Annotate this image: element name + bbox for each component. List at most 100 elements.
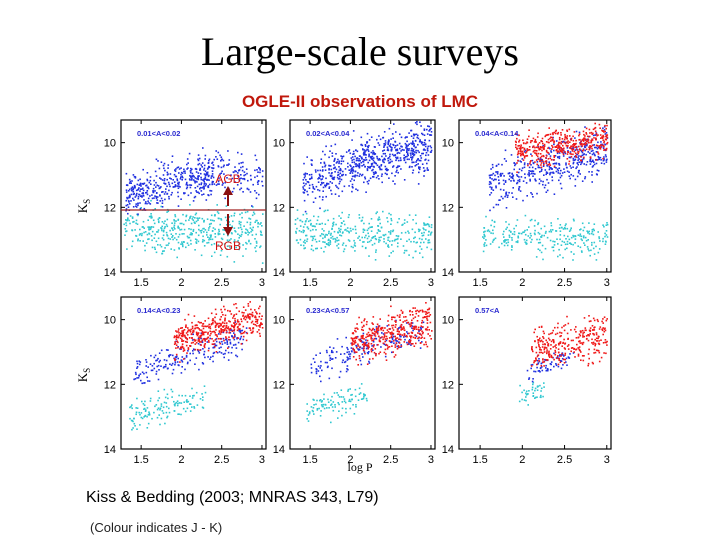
- scatter-point-red: [566, 345, 569, 347]
- scatter-point-red: [419, 329, 422, 331]
- scatter-point-cyan: [138, 234, 141, 236]
- scatter-point-red: [179, 361, 181, 363]
- scatter-point-cyan: [182, 213, 184, 216]
- scatter-point-red: [366, 321, 368, 323]
- scatter-point-blue: [328, 377, 331, 380]
- scatter-point-red: [388, 346, 391, 348]
- scatter-point-blue: [406, 152, 409, 154]
- scatter-point-cyan: [329, 240, 331, 242]
- scatter-point-blue: [420, 142, 423, 145]
- scatter-point-red: [539, 146, 542, 148]
- scatter-point-blue: [562, 155, 565, 157]
- scatter-point-blue: [422, 167, 425, 169]
- scatter-point-cyan: [340, 217, 342, 219]
- scatter-point-cyan: [565, 223, 567, 225]
- scatter-point-red: [222, 325, 224, 328]
- scatter-point-blue: [190, 179, 193, 181]
- scatter-point-cyan: [523, 399, 526, 401]
- scatter-point-red: [539, 160, 541, 163]
- scatter-point-red: [182, 331, 185, 334]
- scatter-point-red: [175, 347, 177, 349]
- scatter-point-red: [221, 329, 223, 331]
- scatter-point-blue: [503, 175, 505, 177]
- scatter-point-blue: [425, 151, 428, 154]
- scatter-point-blue: [580, 149, 582, 151]
- scatter-point-cyan: [337, 231, 339, 233]
- scatter-point-red: [409, 335, 411, 337]
- scatter-point-blue: [211, 175, 214, 177]
- scatter-point-blue: [218, 341, 221, 343]
- scatter-point-red: [255, 325, 258, 327]
- scatter-point-blue: [603, 162, 606, 165]
- scatter-point-blue: [351, 172, 354, 174]
- scatter-point-red: [235, 313, 238, 315]
- scatter-point-blue: [341, 157, 343, 160]
- scatter-point-cyan: [209, 219, 212, 221]
- scatter-point-blue: [187, 167, 189, 169]
- scatter-point-blue: [220, 172, 223, 174]
- scatter-point-red: [363, 319, 365, 322]
- scatter-point-cyan: [531, 386, 534, 389]
- scatter-point-cyan: [591, 244, 593, 246]
- scatter-point-blue: [386, 325, 389, 327]
- scatter-point-blue: [415, 151, 418, 154]
- scatter-point-cyan: [143, 227, 145, 229]
- scatter-point-red: [403, 327, 405, 330]
- scatter-point-red: [602, 157, 604, 160]
- scatter-point-red: [592, 362, 594, 365]
- scatter-point-blue: [125, 191, 128, 193]
- scatter-point-blue: [595, 173, 598, 175]
- scatter-point-cyan: [187, 244, 190, 246]
- scatter-point-cyan: [164, 396, 167, 399]
- scatter-point-cyan: [574, 238, 577, 240]
- scatter-point-blue: [532, 378, 534, 380]
- scatter-point-blue: [156, 199, 159, 201]
- scatter-point-blue: [517, 156, 519, 158]
- scatter-point-red: [519, 152, 522, 155]
- scatter-point-red: [362, 329, 364, 332]
- scatter-point-blue: [576, 166, 578, 168]
- scatter-point-blue: [202, 363, 205, 365]
- scatter-point-cyan: [527, 235, 530, 237]
- scatter-point-red: [414, 334, 417, 336]
- scatter-point-blue: [350, 157, 353, 159]
- scatter-point-red: [426, 322, 429, 324]
- scatter-point-blue: [191, 172, 194, 175]
- scatter-point-cyan: [310, 222, 312, 225]
- scatter-point-cyan: [550, 229, 552, 231]
- scatter-point-red: [394, 316, 396, 319]
- scatter-point-blue: [399, 335, 401, 338]
- scatter-point-blue: [319, 207, 321, 210]
- scatter-point-blue: [495, 186, 497, 189]
- scatter-point-cyan: [483, 237, 485, 240]
- scatter-point-red: [402, 321, 404, 323]
- scatter-point-red: [596, 318, 599, 321]
- scatter-point-red: [357, 345, 360, 347]
- scatter-point-red: [566, 153, 569, 155]
- scatter-point-blue: [390, 138, 392, 140]
- scatter-point-blue: [155, 181, 157, 184]
- scatter-point-red: [575, 326, 577, 328]
- scatter-point-blue: [412, 169, 415, 172]
- scatter-point-blue: [419, 166, 421, 169]
- scatter-point-blue: [227, 359, 230, 361]
- scatter-point-blue: [236, 337, 238, 340]
- scatter-point-red: [387, 324, 390, 326]
- scatter-point-cyan: [245, 241, 247, 244]
- scatter-point-blue: [309, 178, 311, 180]
- scatter-point-cyan: [137, 214, 139, 217]
- scatter-point-red: [578, 340, 580, 343]
- scatter-point-cyan: [586, 230, 588, 232]
- scatter-point-cyan: [349, 407, 352, 410]
- scatter-point-blue: [572, 147, 574, 149]
- scatter-point-cyan: [537, 242, 540, 244]
- scatter-point-cyan: [150, 199, 152, 202]
- scatter-point-red: [579, 138, 581, 141]
- scatter-point-red: [353, 349, 355, 351]
- scatter-point-cyan: [329, 241, 332, 243]
- scatter-point-red: [379, 318, 381, 320]
- scatter-point-blue: [193, 180, 196, 182]
- scatter-point-blue: [332, 177, 334, 179]
- scatter-point-cyan: [156, 408, 159, 411]
- scatter-point-blue: [568, 175, 571, 177]
